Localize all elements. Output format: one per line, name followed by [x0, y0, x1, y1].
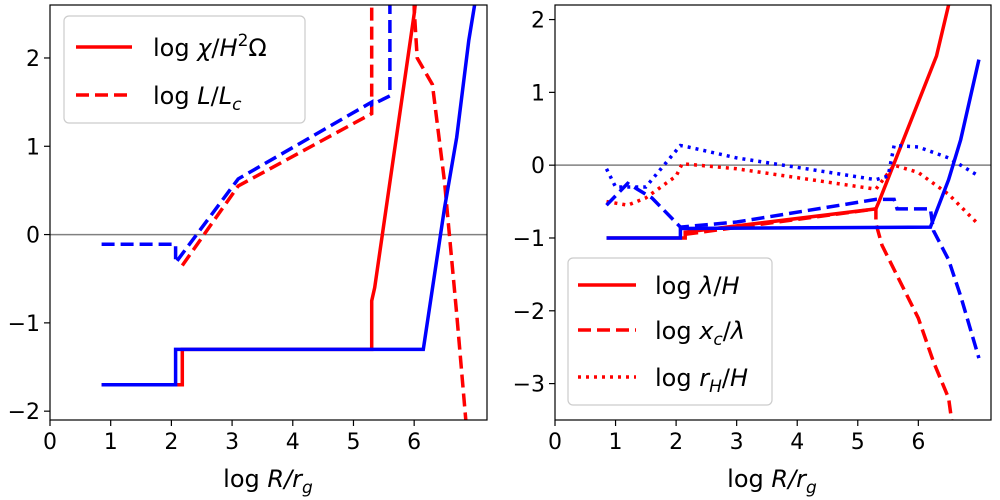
left-legend: log χ/H2Ω log L/Lc: [63, 15, 306, 124]
x-tick-label: 1: [104, 430, 118, 455]
series-blue-dotted: [604, 143, 980, 189]
right-legend: log λ/H log xc/λ log rH/H: [567, 257, 773, 406]
y-tick-label: −3: [513, 373, 545, 398]
x-tick-label: 3: [730, 430, 744, 455]
x-tick-label: 0: [43, 430, 57, 455]
y-tick-label: 2: [26, 47, 40, 72]
series-red-dashed: [180, 5, 468, 420]
clipped-series: [555, 5, 991, 420]
left-x-axis-label: log R/rg: [223, 465, 313, 498]
legend-label-lum: log L/Lc: [153, 82, 242, 115]
right-x-axis-label: log R/rg: [727, 465, 817, 498]
legend-label-rh: log rH/H: [655, 364, 748, 397]
series-red-solid: [101, 5, 417, 387]
x-tick-label: 5: [346, 430, 360, 455]
y-tick-label: 0: [531, 154, 545, 179]
right-panel: 0 1 2 3 4 5 6 −3 −2 −1 0 1 2 log R/rg log λ/H log x…: [513, 4, 992, 498]
left-panel: 0 1 2 3 4 5 6 −2 −1 0 1 2 log R/rg log χ/H2Ω log L…: [8, 4, 488, 498]
series-blue-dashed: [101, 5, 392, 269]
x-tick-label: 1: [609, 430, 623, 455]
x-tick-label: 5: [851, 430, 865, 455]
x-tick-label: 0: [548, 430, 562, 455]
y-tick-label: −1: [513, 227, 545, 252]
right-axes-frame: [554, 4, 992, 421]
series-red-dotted: [606, 161, 981, 227]
right-x-ticks: 0 1 2 3 4 5 6: [548, 420, 925, 455]
legend-label-chi: log χ/H2Ω: [153, 31, 267, 62]
series-red-dashed: [684, 206, 954, 420]
x-tick-label: 4: [790, 430, 804, 455]
legend-label-lambda: log λ/H: [655, 272, 740, 300]
left-axes-frame: [49, 4, 488, 421]
x-tick-label: 6: [911, 430, 925, 455]
y-tick-label: 2: [531, 9, 545, 34]
left-plot-area: [50, 5, 487, 420]
y-tick-label: 1: [26, 135, 40, 160]
x-tick-label: 2: [164, 430, 178, 455]
y-tick-label: 1: [531, 81, 545, 106]
right-legend-box: [567, 257, 773, 406]
x-tick-label: 3: [225, 430, 239, 455]
legend-label-xc: log xc/λ: [655, 317, 745, 350]
series-blue-solid: [101, 5, 477, 387]
right-plot-area: [555, 5, 991, 420]
series-blue-dashed: [605, 181, 981, 359]
series-blue-solid: [606, 59, 981, 240]
y-tick-label: −2: [513, 300, 545, 325]
x-tick-label: 2: [669, 430, 683, 455]
y-tick-label: −1: [8, 312, 40, 337]
y-tick-label: −2: [8, 400, 40, 425]
x-tick-label: 6: [407, 430, 421, 455]
left-x-ticks: 0 1 2 3 4 5 6: [43, 420, 421, 455]
right-y-ticks: −3 −2 −1 0 1 2: [513, 9, 555, 398]
clipped-series: [50, 5, 487, 420]
x-tick-label: 4: [286, 430, 300, 455]
y-tick-label: 0: [26, 224, 40, 249]
left-y-ticks: −2 −1 0 1 2: [8, 47, 50, 425]
